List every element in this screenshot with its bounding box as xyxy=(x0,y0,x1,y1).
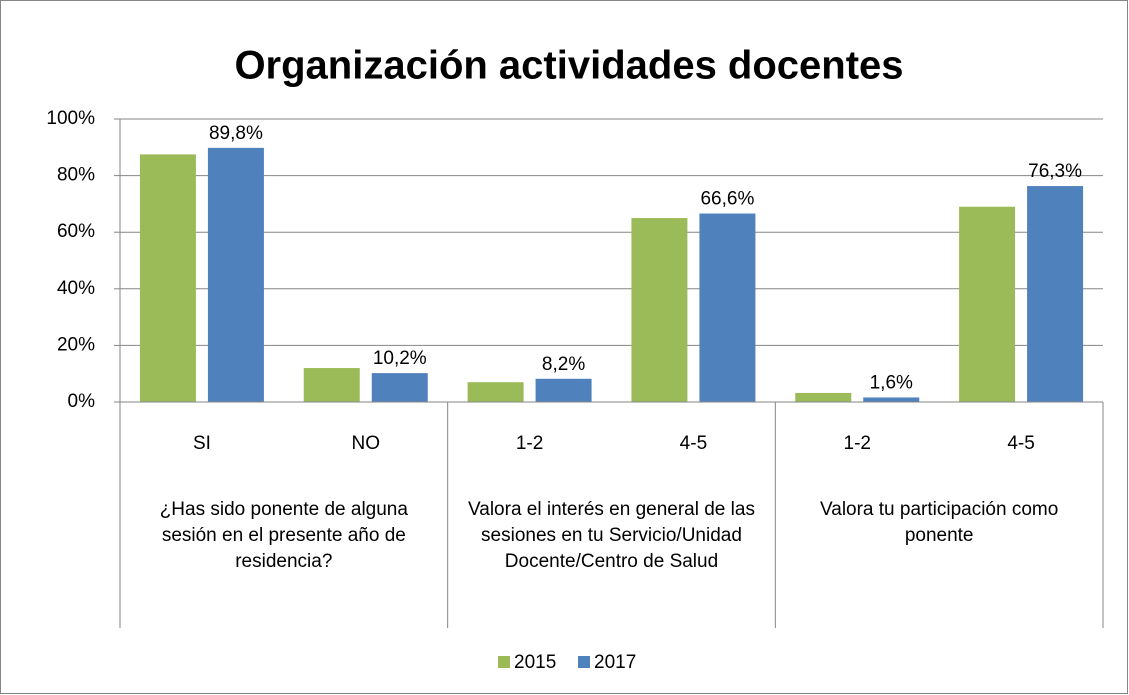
x-tick-label: NO xyxy=(352,433,381,454)
x-tick-label: SI xyxy=(193,433,211,454)
data-label: 8,2% xyxy=(542,354,585,375)
y-tick-label: 0% xyxy=(68,391,96,412)
bar xyxy=(863,397,920,402)
chart-title: Organización actividades docentes xyxy=(234,44,903,88)
bar xyxy=(959,206,1016,402)
data-label: 89,8% xyxy=(209,123,263,144)
x-tick-label: 1-2 xyxy=(844,433,871,454)
group-label: ¿Has sido ponente de alguna sesión en el… xyxy=(159,499,408,572)
y-tick-label: 60% xyxy=(57,221,95,242)
legend-swatch xyxy=(498,656,510,668)
legend-label: 2017 xyxy=(594,652,636,673)
bar xyxy=(207,147,264,402)
data-label: 66,6% xyxy=(700,189,754,210)
bar xyxy=(1027,186,1084,402)
group-label: Valora el interés en general de las sesi… xyxy=(468,499,755,572)
data-label: 10,2% xyxy=(373,348,427,369)
data-label: 1,6% xyxy=(870,372,913,393)
y-tick-label: 20% xyxy=(57,334,95,355)
bar xyxy=(139,154,196,402)
bar xyxy=(371,373,428,402)
y-tick-label: 40% xyxy=(57,278,95,299)
x-tick-label: 4-5 xyxy=(680,433,707,454)
bar xyxy=(631,218,688,402)
y-tick-label: 100% xyxy=(46,108,95,129)
bar xyxy=(303,368,360,402)
bar xyxy=(699,213,756,402)
x-tick-label: 1-2 xyxy=(516,433,543,454)
data-label: 76,3% xyxy=(1028,161,1082,182)
bar xyxy=(795,392,852,402)
legend-label: 2015 xyxy=(514,652,556,673)
x-tick-label: 4-5 xyxy=(1007,433,1034,454)
legend-swatch xyxy=(578,656,590,668)
bar xyxy=(467,382,524,402)
y-tick-label: 80% xyxy=(57,165,95,186)
bar xyxy=(535,378,592,402)
group-label: Valora tu participación como ponente xyxy=(819,499,1059,546)
